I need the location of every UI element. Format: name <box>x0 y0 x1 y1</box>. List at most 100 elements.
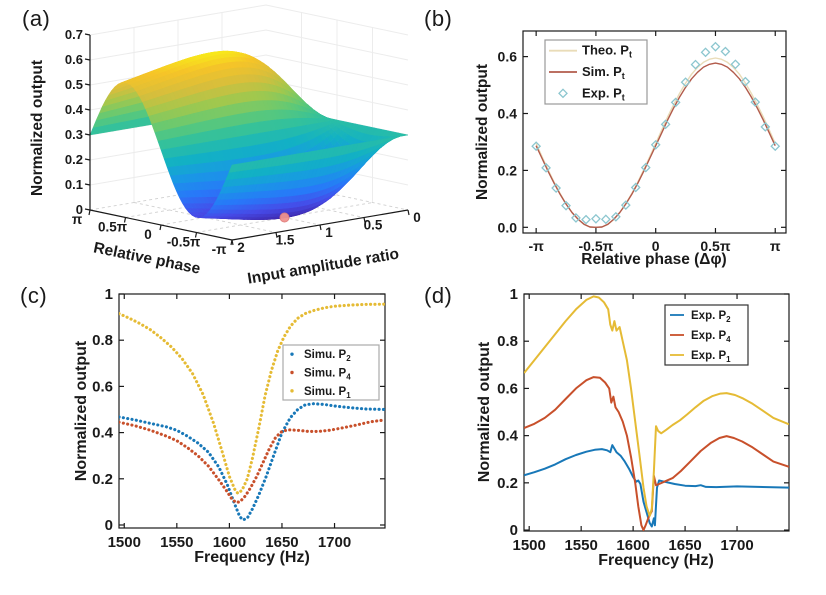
ratio-tick-label: 0 <box>413 210 421 225</box>
phase-tick-label: π <box>72 212 82 227</box>
x-tick-label: 1650 <box>668 537 701 554</box>
x-tick-label: 1550 <box>564 537 597 554</box>
legend-diamond-marker <box>558 88 568 99</box>
phase-tick-label: 0.5π <box>98 220 127 235</box>
legend-c: Simu. P2 Simu. P4 Simu. P1 <box>282 344 380 401</box>
y-tick-label: 0.8 <box>92 332 113 349</box>
y-axis-label: Normalized output <box>474 64 491 200</box>
x-tick-label: 1500 <box>513 537 546 554</box>
y-tick-label: 1 <box>105 286 113 303</box>
legend-dot-marker <box>290 352 294 356</box>
phase-tick-label: 0 <box>144 227 152 242</box>
y-tick-label: 0.0 <box>498 219 518 235</box>
series-exp-p-1 <box>524 295 789 517</box>
panel-label-c: (c) <box>20 283 48 308</box>
minimum-point-marker <box>279 212 290 223</box>
x-tick-label: 1700 <box>720 537 753 554</box>
ratio-tick-label: 2 <box>237 240 245 255</box>
legend-label-theo-p-t: Theo. Pt <box>582 43 632 60</box>
legend-label-sim-p-t: Sim. Pt <box>582 64 625 81</box>
tick-labels-b: -π -0.5π 0 0.5π π 0.0 0.2 0.4 0.6 <box>498 49 781 254</box>
legend-d: Exp. P2 Exp. P4 Exp. P1 <box>664 304 749 366</box>
legend-label-exp-p-4: Exp. P4 <box>691 330 731 344</box>
series-simu-p-4 <box>119 418 385 505</box>
legend-label-simu-p-1: Simu. P1 <box>304 386 351 400</box>
y-axis-label: Normalized output <box>476 341 493 482</box>
panel-b-plot: -π -0.5π 0 0.5π π 0.0 0.2 0.4 0.6 Relative phase … <box>474 30 787 268</box>
x-tick-label: 1600 <box>213 534 246 551</box>
series-group-d <box>524 295 789 531</box>
x-tick-label: π <box>770 238 781 254</box>
series-group-c <box>119 302 385 522</box>
y-tick-label: 0.2 <box>92 471 113 488</box>
y-tick-label: 0 <box>105 517 113 534</box>
y-tick-label: 0.4 <box>92 425 114 442</box>
x-tick-label: 0 <box>652 238 660 254</box>
ratio-tick-label: 0.5 <box>364 218 383 233</box>
y-tick-label: 0 <box>510 522 518 539</box>
x-axis-label: Relative phase (Δφ) <box>581 251 726 268</box>
legend-label-exp-p-1: Exp. P1 <box>691 350 731 364</box>
y-axis-label: Normalized output <box>73 340 90 481</box>
y-tick-label: 0.8 <box>497 333 518 350</box>
z-tick-label: 0.2 <box>65 152 83 167</box>
panel-label-d: (d) <box>424 283 453 308</box>
axes-3d <box>84 33 410 246</box>
panel-c-plot: 1500 1550 1600 1650 1700 0 0.2 0.4 0.6 0.8 1 Freque… <box>73 286 386 566</box>
x-tick-label: 0.5π <box>700 238 730 254</box>
z-tick-label: 0.7 <box>65 27 83 42</box>
series-simu-p-1 <box>119 302 385 496</box>
legend-b: Theo. Pt Sim. Pt Exp. Pt <box>544 39 648 105</box>
panel-label-b: (b) <box>424 6 453 31</box>
panel-d-plot: 1500 1550 1600 1650 1700 0 0.2 0.4 0.6 0.8 1 Freque… <box>476 286 790 569</box>
tick-labels-c: 1500 1550 1600 1650 1700 0 0.2 0.4 0.6 0.8 1 <box>92 286 351 551</box>
legend-label-exp-p-t: Exp. Pt <box>582 85 625 102</box>
ratio-tick-label: 1 <box>325 225 333 240</box>
y-tick-label: 0.2 <box>498 162 518 178</box>
series-sim-p-t <box>535 62 776 229</box>
y-tick-label: 0.2 <box>497 475 518 492</box>
axis-tick-labels-3d: π 0.5π 0 -0.5π -π 2 1.5 1 0.5 0 0 0.1 0.2 0.3 0.4 0.5 0.… <box>65 27 421 257</box>
x-tick-label: 1600 <box>616 537 649 554</box>
axes-c <box>118 293 386 529</box>
y-tick-label: 0.6 <box>92 378 113 395</box>
x-tick-label: 1500 <box>108 534 141 551</box>
z-tick-label: 0.4 <box>65 102 84 117</box>
z-tick-label: 0.5 <box>65 77 83 92</box>
x-axis-label: Frequency (Hz) <box>194 549 310 566</box>
series-exp-p-t <box>531 41 781 225</box>
surface-mesh <box>89 50 409 220</box>
panel-label-a: (a) <box>22 6 51 31</box>
z-tick-label: 0.3 <box>65 127 83 142</box>
legend-label-simu-p-2: Simu. P2 <box>304 349 351 363</box>
phase-tick-label: -0.5π <box>167 235 201 250</box>
legend-dot-marker <box>290 389 294 393</box>
y-tick-label: 0.4 <box>497 428 519 445</box>
legend-label-exp-p-2: Exp. P2 <box>691 310 731 324</box>
y-tick-label: 0.6 <box>498 49 518 65</box>
x-axis-label: Frequency (Hz) <box>598 552 714 569</box>
legend-label-simu-p-4: Simu. P4 <box>304 368 351 382</box>
z-axis-label-3d: Normalized output <box>29 60 46 196</box>
series-group-b <box>531 41 781 229</box>
x-tick-label: -π <box>528 238 544 254</box>
z-tick-label: 0 <box>76 202 83 217</box>
axes-b <box>522 30 787 234</box>
x-tick-label: 1700 <box>318 534 351 551</box>
x-tick-label: -0.5π <box>579 238 614 254</box>
z-tick-label: 0.1 <box>65 177 83 192</box>
y-tick-label: 0.4 <box>498 106 518 122</box>
x-tick-label: 1650 <box>265 534 298 551</box>
legend-dot-marker <box>290 370 294 375</box>
phase-tick-label: -π <box>212 242 227 257</box>
series-simu-p-2 <box>119 402 385 522</box>
ratio-tick-label: 1.5 <box>276 233 295 248</box>
z-tick-label: 0.6 <box>65 52 83 67</box>
x-tick-label: 1550 <box>160 534 193 551</box>
y-tick-label: 0.6 <box>497 380 518 397</box>
